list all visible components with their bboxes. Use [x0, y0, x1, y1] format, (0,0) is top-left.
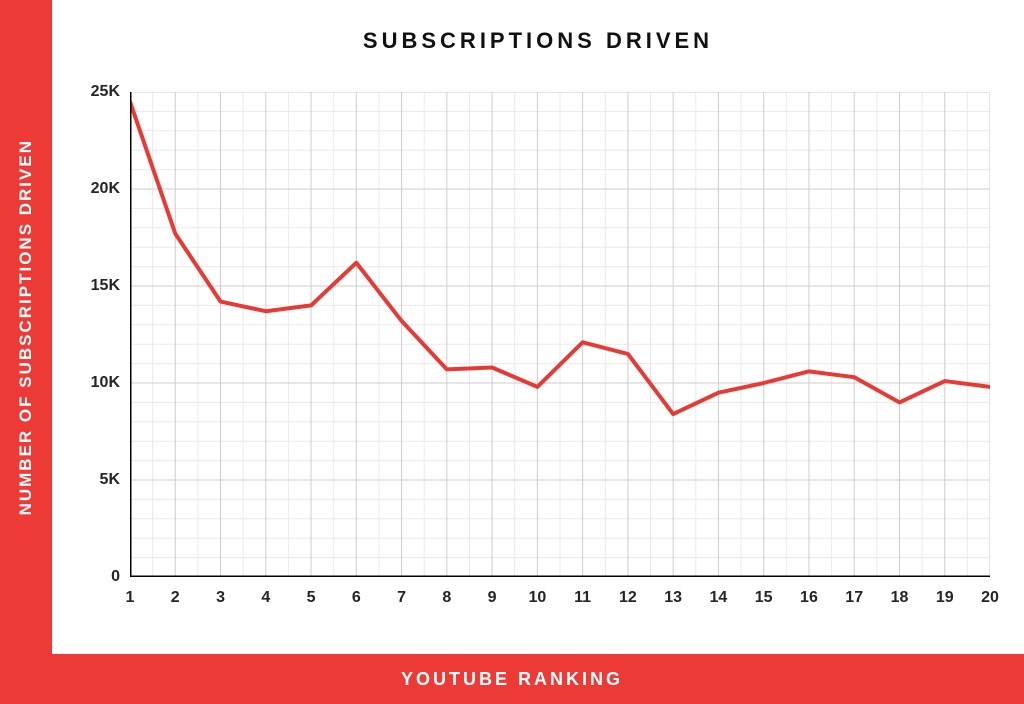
x-tick-label: 7 — [397, 589, 406, 607]
x-tick-label: 15 — [755, 589, 773, 607]
x-tick-label: 4 — [261, 589, 270, 607]
x-tick-label: 17 — [845, 589, 863, 607]
x-tick-label: 18 — [891, 589, 909, 607]
y-tick-label: 20K — [75, 180, 120, 198]
y-tick-label: 25K — [75, 83, 120, 101]
y-axis-label: NUMBER OF SUBSCRIPTIONS DRIVEN — [16, 139, 36, 515]
y-tick-label: 0 — [75, 568, 120, 586]
x-tick-label: 1 — [126, 589, 135, 607]
x-tick-label: 5 — [307, 589, 316, 607]
x-tick-label: 11 — [574, 589, 591, 607]
x-tick-label: 13 — [664, 589, 682, 607]
x-tick-label: 19 — [936, 589, 954, 607]
x-tick-label: 10 — [528, 589, 546, 607]
y-axis-band: NUMBER OF SUBSCRIPTIONS DRIVEN — [0, 0, 52, 654]
x-axis-band: YOUTUBE RANKING — [0, 654, 1024, 704]
y-tick-label: 5K — [75, 471, 120, 489]
x-tick-label: 9 — [488, 589, 497, 607]
x-tick-label: 2 — [171, 589, 180, 607]
x-tick-label: 16 — [800, 589, 818, 607]
x-axis-label: YOUTUBE RANKING — [401, 669, 623, 690]
x-tick-label: 3 — [216, 589, 225, 607]
x-tick-label: 12 — [619, 589, 637, 607]
x-tick-label: 14 — [710, 589, 728, 607]
y-tick-label: 15K — [75, 277, 120, 295]
x-tick-label: 8 — [442, 589, 451, 607]
chart-title: SUBSCRIPTIONS DRIVEN — [52, 28, 1024, 54]
x-tick-label: 6 — [352, 589, 361, 607]
chart-plot-area: 05K10K15K20K25K1234567891011121314151617… — [130, 92, 990, 577]
x-tick-label: 20 — [981, 589, 999, 607]
chart-svg — [130, 92, 990, 577]
y-tick-label: 10K — [75, 374, 120, 392]
